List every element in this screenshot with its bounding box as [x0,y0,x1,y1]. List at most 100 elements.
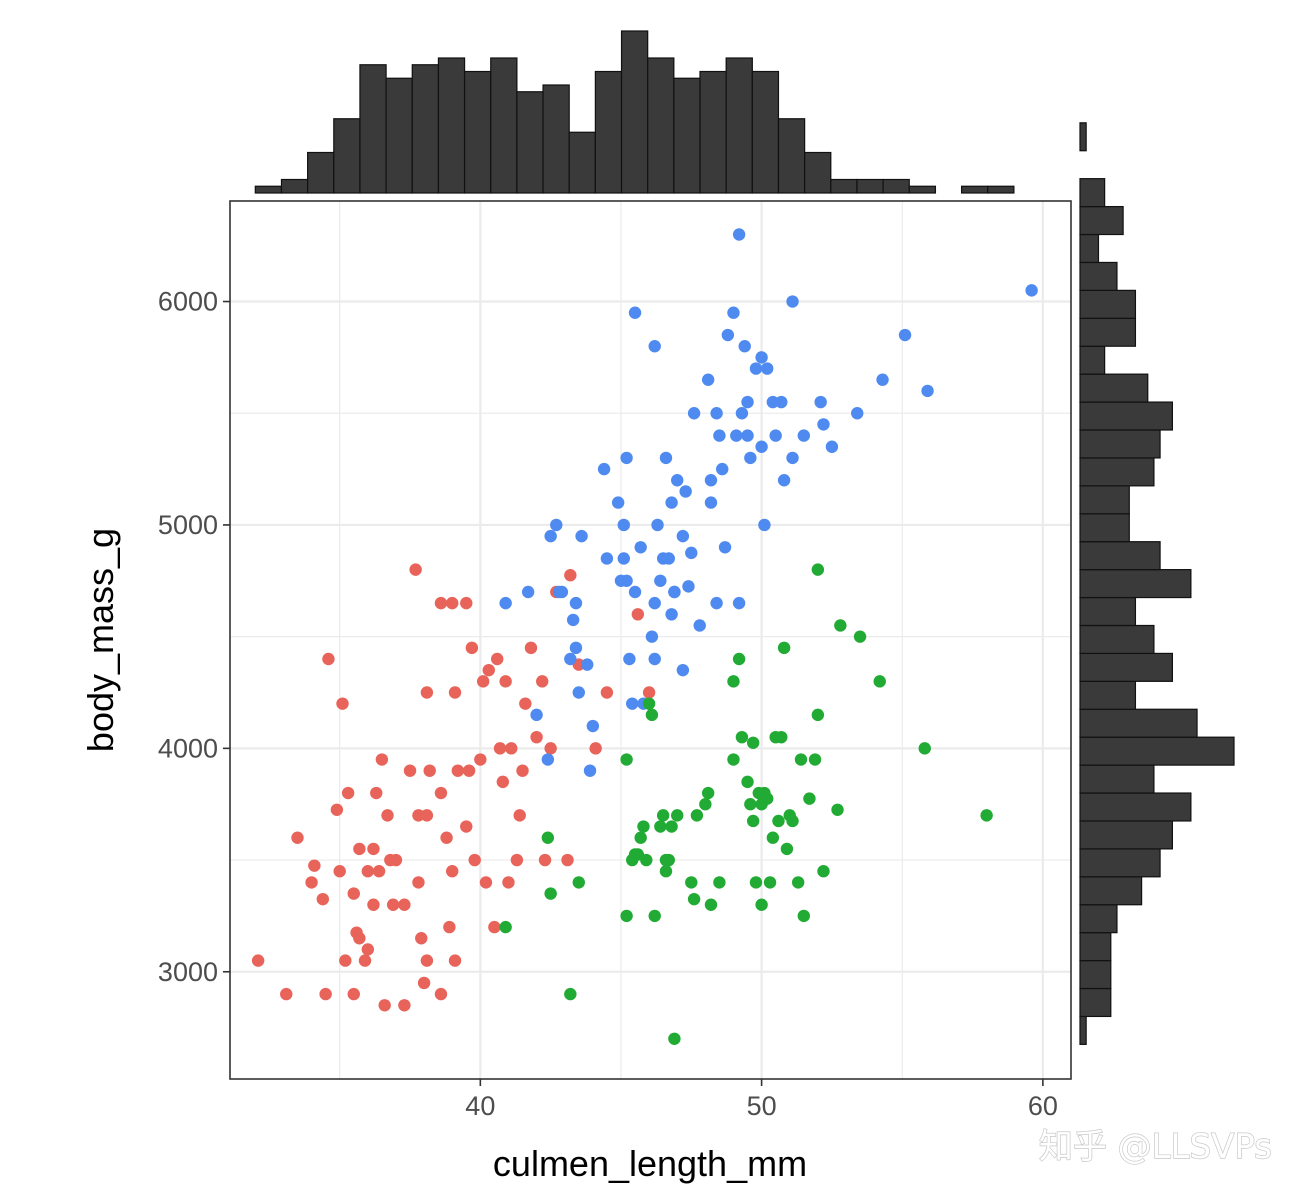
data-point [620,451,633,465]
y-histogram-bar [1079,345,1106,375]
data-point [361,943,375,956]
y-histogram-bar [1079,541,1161,571]
data-point [825,440,839,453]
data-point [803,792,816,805]
data-point [730,429,743,442]
y-tick-label: 4000 [158,733,218,763]
data-point [499,675,512,688]
data-point [710,407,723,420]
data-point [654,820,667,833]
x-histogram-bar [437,57,466,194]
data-point [755,351,768,364]
data-point [555,585,569,599]
data-point [434,596,448,610]
data-point [628,306,642,319]
data-point [744,451,757,465]
data-point [564,569,577,582]
data-point [353,842,366,856]
y-histogram-bar [1079,233,1100,264]
data-point [817,865,830,878]
data-point [398,898,411,911]
data-point [648,909,661,923]
data-point [566,613,580,627]
x-histogram-bar [542,84,570,194]
data-point [572,876,585,889]
data-point [423,764,436,777]
data-point [741,395,754,409]
x-histogram-bar [333,118,361,194]
x-histogram-bar [647,57,675,194]
y-histogram-bar [1079,205,1124,236]
data-point [876,373,889,386]
data-point [690,809,704,822]
data-point [763,876,777,889]
data-point [628,585,642,599]
data-point [597,462,611,476]
data-point [611,496,625,509]
data-point [766,831,780,844]
data-point [460,820,473,833]
data-point [713,876,726,889]
data-point [980,809,993,822]
data-point [544,887,557,900]
data-point [347,887,360,900]
data-point [794,753,808,766]
data-point [446,596,459,610]
data-point [682,580,695,593]
data-point [777,474,791,487]
data-point [291,831,304,844]
data-point [417,976,431,990]
data-point [251,954,265,967]
data-point [648,652,661,666]
data-point [389,853,403,867]
data-point [772,814,785,828]
data-point [569,596,583,610]
data-point [476,675,490,688]
data-point [679,485,692,498]
y-histogram-bar [1079,987,1112,1018]
data-point [403,764,417,777]
data-point [738,340,751,353]
data-point [496,775,510,789]
x-histogram-bar [516,91,544,194]
data-point [656,809,670,822]
x-histogram-bar [699,70,727,194]
x-histogram-bar [307,151,335,194]
data-point [721,328,735,342]
data-point [645,630,659,643]
data-point [851,407,864,420]
data-point [581,658,594,671]
x-tick-label: 40 [465,1091,495,1121]
data-point [831,803,844,816]
x-histogram-bar [594,70,623,194]
data-point [786,814,799,828]
data-point [347,987,360,1001]
data-point [319,987,332,1001]
y-histogram-bar [1079,401,1174,431]
data-point [519,697,532,710]
y-tick-label: 6000 [158,287,218,317]
data-point [353,932,366,945]
data-point [727,753,740,766]
data-point [505,742,518,755]
x-histogram-bar [777,118,806,194]
data-point [412,876,425,889]
data-point [620,909,633,923]
y-histogram-bar [1079,680,1137,710]
data-point [524,641,538,655]
y-histogram-bar [1079,736,1235,766]
data-point [375,753,389,766]
data-point [513,809,526,822]
data-point [586,719,600,733]
y-histogram-bar [1079,596,1137,627]
data-point [668,1032,681,1045]
data-point [561,853,574,867]
data-point [777,641,791,655]
x-histogram-bar [490,57,518,194]
data-point [668,585,681,599]
data-point [921,384,934,398]
data-point [378,999,391,1012]
watermark-text: 知乎 @LLSVPs [1039,1127,1272,1167]
y-histogram-bar [1079,122,1087,152]
data-point [704,898,718,911]
